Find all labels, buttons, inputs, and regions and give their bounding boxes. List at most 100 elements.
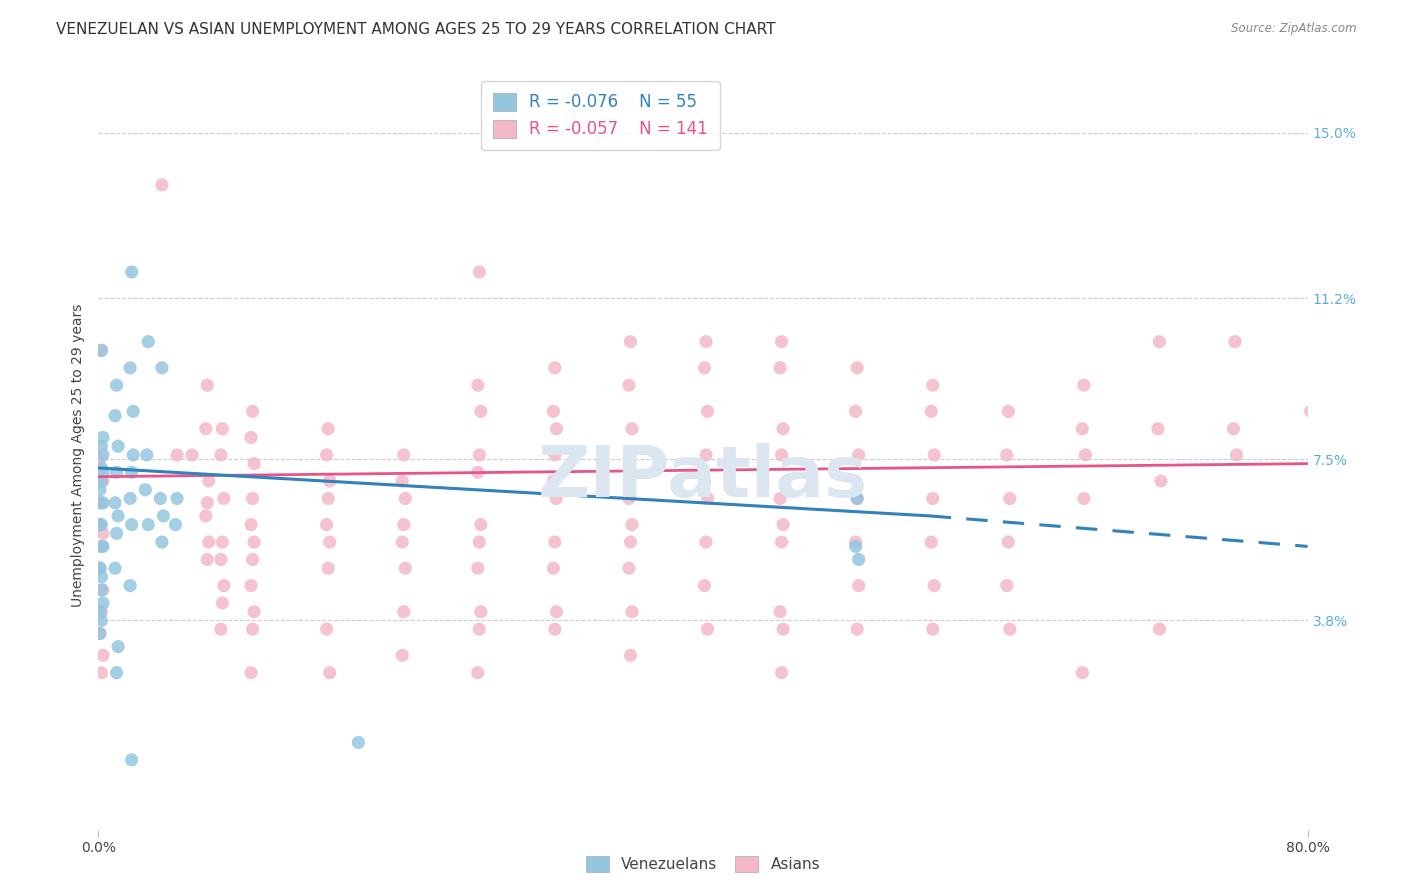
Point xyxy=(770,665,793,680)
Point xyxy=(90,474,112,488)
Point xyxy=(620,605,643,619)
Point xyxy=(921,622,943,636)
Point xyxy=(846,491,869,506)
Point xyxy=(770,535,793,549)
Point xyxy=(394,491,416,506)
Point xyxy=(845,404,868,418)
Point xyxy=(845,535,868,549)
Point xyxy=(242,404,264,418)
Point xyxy=(315,448,337,462)
Point xyxy=(696,622,718,636)
Point xyxy=(696,491,718,506)
Point xyxy=(1074,448,1097,462)
Point xyxy=(90,517,112,532)
Point xyxy=(91,466,114,480)
Point xyxy=(769,491,792,506)
Point xyxy=(90,439,112,453)
Point xyxy=(693,579,716,593)
Point xyxy=(90,582,112,597)
Point xyxy=(242,552,264,566)
Point xyxy=(693,474,716,488)
Point xyxy=(997,404,1019,418)
Point xyxy=(543,404,565,418)
Point xyxy=(242,491,264,506)
Point xyxy=(91,648,114,663)
Point xyxy=(90,540,112,554)
Legend: R = -0.076    N = 55, R = -0.057    N = 141: R = -0.076 N = 55, R = -0.057 N = 141 xyxy=(481,81,720,150)
Point xyxy=(197,535,219,549)
Point xyxy=(90,665,112,680)
Point xyxy=(1223,334,1246,349)
Point xyxy=(543,561,565,575)
Point xyxy=(468,265,491,279)
Point xyxy=(104,409,127,423)
Point xyxy=(107,439,129,453)
Point xyxy=(209,448,232,462)
Point xyxy=(90,540,112,554)
Point xyxy=(467,378,489,392)
Point xyxy=(91,540,114,554)
Point xyxy=(316,561,339,575)
Point xyxy=(209,622,232,636)
Point xyxy=(468,535,491,549)
Point xyxy=(467,665,489,680)
Point xyxy=(772,622,794,636)
Point xyxy=(136,334,159,349)
Point xyxy=(105,378,128,392)
Point xyxy=(769,605,792,619)
Point xyxy=(318,535,340,549)
Point xyxy=(1225,448,1247,462)
Point xyxy=(240,579,263,593)
Legend: Venezuelans, Asians: Venezuelans, Asians xyxy=(578,848,828,880)
Point xyxy=(243,605,266,619)
Point xyxy=(211,596,233,610)
Point xyxy=(89,452,111,467)
Point xyxy=(240,517,263,532)
Point xyxy=(467,466,489,480)
Point xyxy=(195,496,218,510)
Point xyxy=(91,430,114,444)
Point xyxy=(391,648,413,663)
Point xyxy=(107,640,129,654)
Point xyxy=(195,378,218,392)
Point xyxy=(544,448,567,462)
Point xyxy=(1073,491,1095,506)
Point xyxy=(848,579,870,593)
Point xyxy=(995,448,1018,462)
Point xyxy=(619,535,641,549)
Point xyxy=(90,496,112,510)
Point xyxy=(194,508,217,523)
Point xyxy=(243,535,266,549)
Point xyxy=(617,561,640,575)
Point xyxy=(212,491,235,506)
Point xyxy=(121,517,143,532)
Point xyxy=(695,535,717,549)
Point xyxy=(89,496,111,510)
Point xyxy=(620,422,643,436)
Point xyxy=(135,448,157,462)
Point xyxy=(848,448,870,462)
Point xyxy=(166,491,188,506)
Point xyxy=(770,334,793,349)
Point xyxy=(921,491,943,506)
Point xyxy=(105,526,128,541)
Point xyxy=(394,561,416,575)
Point xyxy=(194,422,217,436)
Point xyxy=(212,579,235,593)
Point xyxy=(318,665,340,680)
Point xyxy=(120,360,142,375)
Point xyxy=(150,360,173,375)
Point xyxy=(392,517,415,532)
Point xyxy=(90,570,112,584)
Point xyxy=(136,517,159,532)
Point xyxy=(695,334,717,349)
Point xyxy=(920,404,942,418)
Point xyxy=(165,517,187,532)
Point xyxy=(315,622,337,636)
Point xyxy=(619,648,641,663)
Point xyxy=(90,614,112,628)
Point xyxy=(91,596,114,610)
Point xyxy=(848,552,870,566)
Point xyxy=(211,422,233,436)
Point xyxy=(392,448,415,462)
